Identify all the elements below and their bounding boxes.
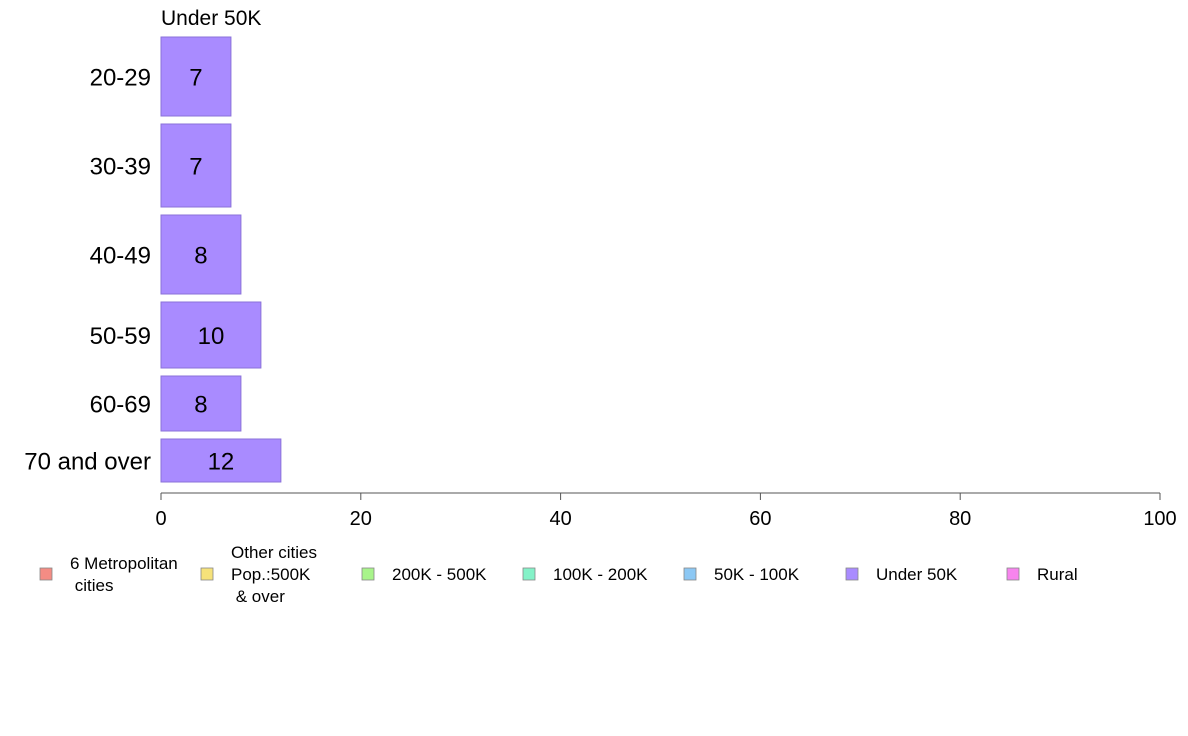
- x-tick-label: 20: [350, 508, 372, 530]
- bar-value-label: 8: [194, 392, 207, 419]
- legend-swatch: [200, 567, 214, 581]
- bar-50-59: [160, 301, 262, 369]
- bar-value-label: 10: [198, 323, 225, 350]
- legend: 6 Metropolitan cities Other cities Pop.:50…: [39, 543, 1078, 606]
- bar-value-label: 12: [208, 449, 235, 476]
- legend-swatch: [39, 567, 53, 581]
- bar-20-29: [160, 36, 232, 117]
- legend-label: 6 Metropolitan: [70, 554, 178, 573]
- legend-label: & over: [231, 587, 285, 606]
- legend-label: Other cities: [231, 543, 317, 562]
- bar-value-label: 7: [189, 154, 202, 181]
- panel-title: Under 50K: [161, 7, 261, 30]
- x-tick-label: 0: [155, 508, 166, 530]
- bars-group: 7 20-29 7 30-39 8 40-49 10 50-59 8 60-69 12 70 and …: [24, 36, 282, 483]
- legend-swatch: [361, 567, 375, 581]
- legend-swatch: [1006, 567, 1020, 581]
- category-label: 30-39: [90, 154, 151, 181]
- x-axis: 0 20 40 60 80 100: [155, 492, 1177, 530]
- bar-70-and-over: [160, 438, 282, 483]
- legend-label: 50K - 100K: [714, 565, 800, 584]
- legend-swatch: [845, 567, 859, 581]
- legend-label: Rural: [1037, 565, 1078, 584]
- legend-label: 100K - 200K: [553, 565, 648, 584]
- bar-value-label: 7: [189, 65, 202, 92]
- category-label: 70 and over: [24, 449, 151, 476]
- legend-swatch: [522, 567, 536, 581]
- category-label: 40-49: [90, 243, 151, 270]
- category-label: 50-59: [90, 323, 151, 350]
- x-tick-label: 60: [749, 508, 771, 530]
- bar-value-label: 8: [194, 243, 207, 270]
- legend-swatch: [683, 567, 697, 581]
- x-tick-label: 100: [1143, 508, 1176, 530]
- category-label: 60-69: [90, 392, 151, 419]
- x-tick-label: 80: [949, 508, 971, 530]
- legend-label: 200K - 500K: [392, 565, 487, 584]
- category-label: 20-29: [90, 65, 151, 92]
- x-tick-label: 40: [549, 508, 571, 530]
- bar-60-69: [160, 375, 242, 432]
- legend-label: Under 50K: [876, 565, 958, 584]
- bar-40-49: [160, 214, 242, 295]
- legend-label: Pop.:500K: [231, 565, 311, 584]
- bar-30-39: [160, 123, 232, 208]
- legend-label: cities: [70, 576, 113, 595]
